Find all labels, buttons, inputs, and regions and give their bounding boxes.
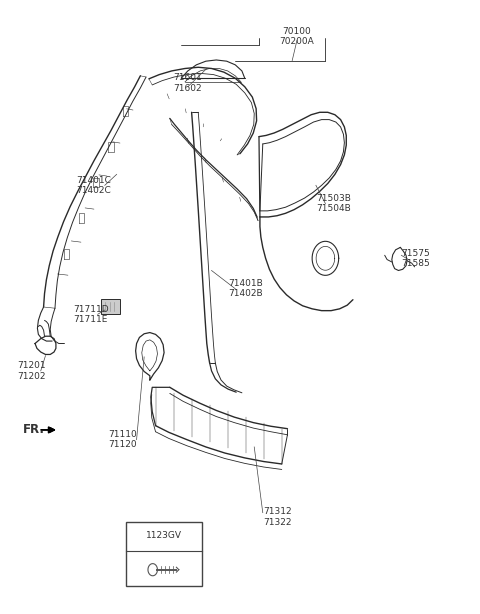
Text: 71401C
71402C: 71401C 71402C [76, 176, 111, 195]
Text: FR.: FR. [23, 424, 45, 437]
Text: 71601
71602: 71601 71602 [173, 74, 202, 93]
Text: 71575
71585: 71575 71585 [401, 249, 430, 268]
Text: 71401B
71402B: 71401B 71402B [228, 279, 263, 298]
Bar [126, 522, 202, 586]
Text: 71312
71322: 71312 71322 [263, 507, 291, 527]
Text: 71110
71120: 71110 71120 [108, 430, 137, 449]
Text: 1123GV: 1123GV [146, 531, 182, 540]
Text: 71503B
71504B: 71503B 71504B [316, 194, 351, 213]
Text: 71201
71202: 71201 71202 [17, 361, 46, 381]
Text: 70100
70200A: 70100 70200A [279, 26, 314, 46]
Text: 71711D
71711E: 71711D 71711E [73, 305, 108, 324]
Bar [101, 299, 120, 314]
